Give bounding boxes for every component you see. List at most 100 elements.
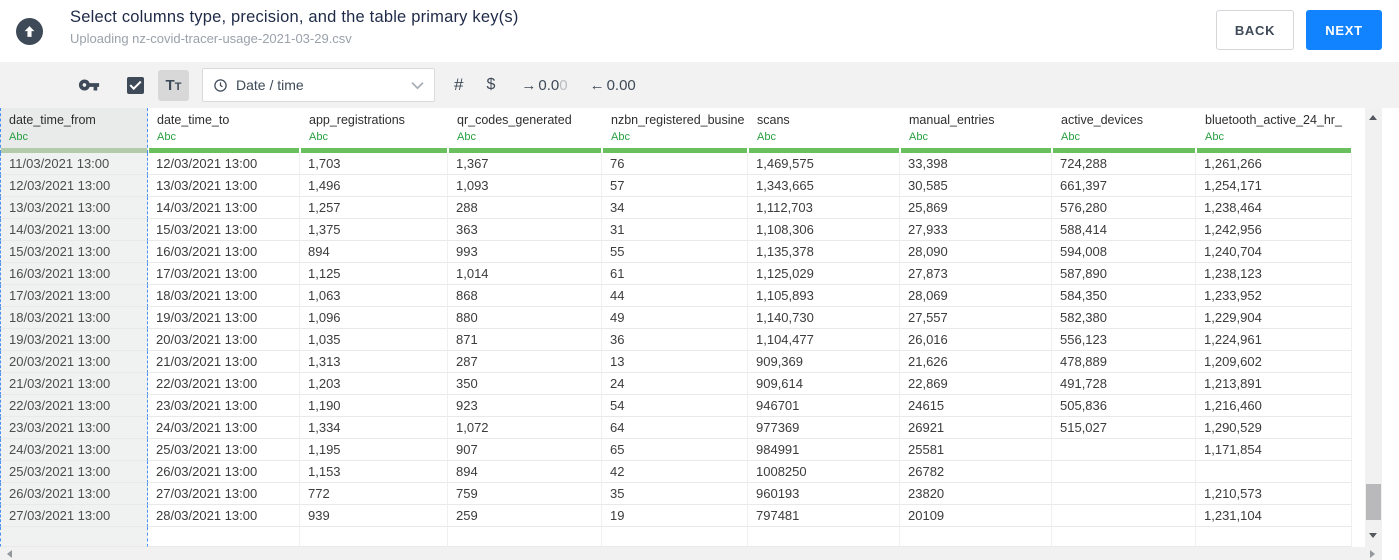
table-cell <box>1196 461 1352 483</box>
scroll-up-icon[interactable] <box>1369 115 1377 120</box>
currency-type-button[interactable]: $ <box>486 76 496 93</box>
vertical-scrollbar[interactable] <box>1365 108 1382 547</box>
column-underline <box>749 148 899 153</box>
table-cell <box>1052 461 1196 483</box>
table-cell: 15/03/2021 13:00 <box>0 241 148 263</box>
table-cell: 34 <box>602 197 748 219</box>
page-title: Select columns type, precision, and the … <box>70 8 519 26</box>
table-cell: 576,280 <box>1052 197 1196 219</box>
table-cell <box>1196 527 1352 547</box>
table-row: 11/03/2021 13:00 12/03/2021 13:00 1,703 1,3… <box>0 153 1352 175</box>
type-dropdown[interactable]: Date / time <box>202 68 435 102</box>
table-cell: 35 <box>602 483 748 505</box>
scroll-right-icon[interactable] <box>1370 550 1375 558</box>
column-underline <box>301 148 447 153</box>
decrease-decimal-label: 0.00 <box>606 76 636 94</box>
column-header-nzbn_registered_busine[interactable]: nzbn_registered_busine Abc <box>602 108 748 153</box>
table-cell: 661,397 <box>1052 175 1196 197</box>
table-cell: 76 <box>602 153 748 175</box>
column-type-label: Abc <box>1061 131 1080 143</box>
horizontal-scrollbar[interactable] <box>0 547 1382 560</box>
table-cell: 28,090 <box>900 241 1052 263</box>
scroll-down-icon[interactable] <box>1369 533 1377 538</box>
table-cell: 23/03/2021 13:00 <box>0 417 148 439</box>
table-cell: 984991 <box>748 439 900 461</box>
table-cell: 259 <box>448 505 602 527</box>
table-cell <box>748 527 900 547</box>
table-row: 18/03/2021 13:00 19/03/2021 13:00 1,096 880… <box>0 307 1352 329</box>
table-cell: 478,889 <box>1052 351 1196 373</box>
table-cell: 1,153 <box>300 461 448 483</box>
table-cell: 13/03/2021 13:00 <box>148 175 300 197</box>
table-cell: 25581 <box>900 439 1052 461</box>
column-header-bluetooth_active_24_hr_[interactable]: bluetooth_active_24_hr_ Abc <box>1196 108 1352 153</box>
table-cell: 26/03/2021 13:00 <box>0 483 148 505</box>
include-column-checkbox[interactable] <box>127 76 144 94</box>
table-row <box>0 527 1352 547</box>
scroll-left-icon[interactable] <box>7 550 12 558</box>
vertical-scrollbar-thumb[interactable] <box>1366 484 1381 520</box>
type-dropdown-value: Date / time <box>236 77 304 93</box>
increase-decimal-label: 0.0 <box>538 76 560 94</box>
increase-decimal-button[interactable]: → 0.0 0 <box>521 77 567 94</box>
table-cell: 36 <box>602 329 748 351</box>
table-cell: 1,125,029 <box>748 263 900 285</box>
primary-key-icon[interactable] <box>78 74 100 96</box>
increase-decimal-label-faded: 0 <box>559 76 568 94</box>
table-cell: 993 <box>448 241 602 263</box>
back-button[interactable]: BACK <box>1216 10 1294 50</box>
table-cell: 1,216,460 <box>1196 395 1352 417</box>
table-cell: 1,213,891 <box>1196 373 1352 395</box>
table-cell: 1,242,956 <box>1196 219 1352 241</box>
table-cell: 939 <box>300 505 448 527</box>
column-type-toolbar: Tt Date / time # $ → 0.0 0 ← 0.00 <box>0 62 1399 108</box>
table-cell: 21,626 <box>900 351 1052 373</box>
column-header-active_devices[interactable]: active_devices Abc <box>1052 108 1196 153</box>
table-row: 15/03/2021 13:00 16/03/2021 13:00 894 993 55… <box>0 241 1352 263</box>
left-arrow-icon: ← <box>589 76 605 94</box>
table-cell: 1,375 <box>300 219 448 241</box>
table-cell: 42 <box>602 461 748 483</box>
table-cell: 17/03/2021 13:00 <box>0 285 148 307</box>
table-cell: 556,123 <box>1052 329 1196 351</box>
column-header-scans[interactable]: scans Abc <box>748 108 900 153</box>
table-cell: 907 <box>448 439 602 461</box>
table-cell: 1,469,575 <box>748 153 900 175</box>
table-cell <box>300 527 448 547</box>
table-cell: 1,014 <box>448 263 602 285</box>
column-name: nzbn_registered_busine <box>611 113 745 127</box>
table-cell: 25/03/2021 13:00 <box>0 461 148 483</box>
column-header-date_time_from[interactable]: date_time_from Abc <box>0 108 148 153</box>
table-cell: 1,112,703 <box>748 197 900 219</box>
column-name: scans <box>757 113 790 127</box>
table-cell: 946701 <box>748 395 900 417</box>
number-type-button[interactable]: # <box>454 75 464 94</box>
column-header-app_registrations[interactable]: app_registrations Abc <box>300 108 448 153</box>
next-button[interactable]: NEXT <box>1306 10 1382 50</box>
table-cell: 65 <box>602 439 748 461</box>
column-header-manual_entries[interactable]: manual_entries Abc <box>900 108 1052 153</box>
column-header-qr_codes_generated[interactable]: qr_codes_generated Abc <box>448 108 602 153</box>
table-cell: 26/03/2021 13:00 <box>148 461 300 483</box>
column-header-date_time_to[interactable]: date_time_to Abc <box>148 108 300 153</box>
table-cell: 54 <box>602 395 748 417</box>
table-cell: 15/03/2021 13:00 <box>148 219 300 241</box>
table-cell: 1,261,266 <box>1196 153 1352 175</box>
column-type-label: Abc <box>1205 131 1224 143</box>
table-cell: 288 <box>448 197 602 219</box>
table-cell: 1,233,952 <box>1196 285 1352 307</box>
table-cell: 1,140,730 <box>748 307 900 329</box>
table-cell: 27,873 <box>900 263 1052 285</box>
text-type-button[interactable]: Tt <box>158 69 189 101</box>
table-cell: 20/03/2021 13:00 <box>148 329 300 351</box>
table-cell: 909,614 <box>748 373 900 395</box>
table-cell: 11/03/2021 13:00 <box>0 153 148 175</box>
table-cell: 1,254,171 <box>1196 175 1352 197</box>
column-underline <box>603 148 747 153</box>
table-cell: 19/03/2021 13:00 <box>0 329 148 351</box>
table-cell: 1,096 <box>300 307 448 329</box>
decrease-decimal-button[interactable]: ← 0.00 <box>590 77 636 94</box>
chevron-down-icon <box>411 81 424 90</box>
table-cell: 1,343,665 <box>748 175 900 197</box>
table-row: 23/03/2021 13:00 24/03/2021 13:00 1,334 1,0… <box>0 417 1352 439</box>
